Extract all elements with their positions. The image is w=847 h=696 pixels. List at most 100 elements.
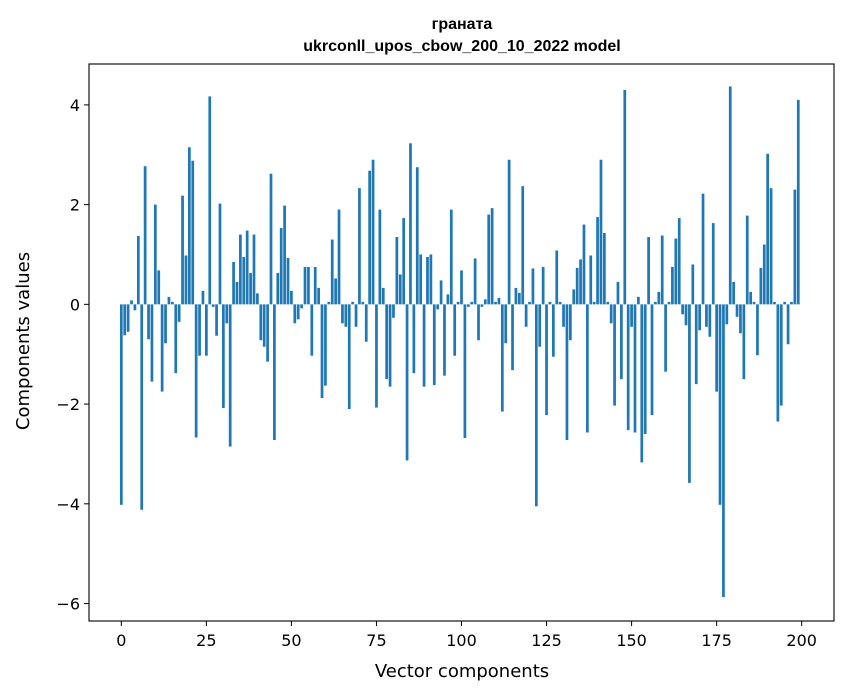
bar [140, 304, 144, 510]
bar [181, 195, 184, 305]
bar [395, 237, 399, 305]
bar [412, 304, 416, 374]
bar [483, 299, 487, 305]
bar [572, 289, 576, 305]
bar [596, 217, 599, 305]
bar [259, 304, 263, 341]
bar [589, 255, 593, 305]
bar [677, 218, 681, 305]
bar [208, 96, 212, 305]
bar [545, 304, 548, 416]
bar [354, 304, 358, 327]
bar [579, 259, 582, 305]
bar [562, 304, 565, 327]
bar [317, 287, 320, 305]
bar [613, 304, 616, 406]
bar [218, 203, 222, 305]
bar [534, 304, 538, 507]
bar [650, 304, 654, 416]
bar [324, 304, 327, 386]
bar [460, 270, 463, 305]
bar [538, 304, 542, 347]
bar [385, 304, 389, 380]
bar [150, 304, 154, 382]
x-tick-label: 50 [281, 631, 301, 650]
bar [130, 300, 133, 305]
bar [701, 193, 705, 305]
bar [674, 238, 678, 305]
bar [303, 266, 307, 305]
bar [320, 304, 324, 399]
bar [732, 281, 736, 305]
y-axis-label: Components values [13, 252, 34, 430]
bar [684, 304, 688, 326]
bar [215, 304, 218, 336]
bar [667, 301, 671, 305]
bar [191, 160, 195, 305]
bar [756, 304, 759, 356]
bar [603, 233, 606, 305]
bar [286, 257, 290, 305]
bar [347, 304, 351, 410]
bar [198, 304, 201, 356]
bar [470, 301, 474, 305]
bar [290, 290, 293, 305]
bar [728, 86, 732, 305]
bar [524, 304, 528, 327]
bar [222, 304, 225, 409]
bar [626, 304, 630, 431]
x-tick-label: 125 [531, 631, 562, 650]
bar [609, 304, 613, 324]
chart-subtitle: ukrconll_upos_cbow_200_10_2022 model [303, 38, 620, 55]
y-tick-label: 0 [70, 295, 80, 314]
bar [381, 287, 385, 305]
bar [337, 209, 341, 305]
bar [262, 304, 266, 347]
bar [623, 89, 627, 305]
bar [170, 301, 174, 305]
bar [548, 301, 552, 305]
bar [164, 304, 167, 344]
bar [341, 304, 344, 324]
bar [739, 304, 742, 334]
bar [660, 235, 664, 305]
chart-title: граната [432, 16, 493, 33]
bar [657, 291, 661, 305]
bar [637, 296, 640, 305]
bar [368, 170, 372, 305]
bar [392, 304, 395, 318]
bar [599, 159, 603, 305]
bar [620, 304, 623, 380]
bar [358, 188, 361, 305]
bar [419, 254, 423, 305]
bar [694, 304, 698, 385]
bar [487, 214, 491, 305]
bar [742, 304, 746, 380]
bar [330, 239, 334, 305]
bar [643, 304, 647, 434]
bar [205, 304, 208, 356]
bar [310, 304, 314, 356]
bar [313, 266, 317, 305]
bar [640, 304, 644, 463]
bar [490, 208, 494, 305]
bar [633, 304, 637, 433]
bar [449, 209, 453, 305]
y-tick-label: −4 [56, 495, 80, 514]
x-tick-label: 100 [446, 631, 477, 650]
bar [575, 267, 579, 305]
bar [276, 272, 280, 305]
bar [664, 304, 667, 372]
bar [126, 304, 130, 332]
bar [232, 261, 235, 305]
bar [201, 290, 205, 305]
bar [378, 209, 382, 305]
bar [463, 304, 467, 438]
bar [409, 143, 412, 305]
bar [136, 236, 140, 305]
bar [187, 147, 191, 305]
bar [759, 267, 763, 305]
bar [436, 304, 440, 310]
bar [793, 189, 797, 305]
bar [279, 228, 283, 305]
